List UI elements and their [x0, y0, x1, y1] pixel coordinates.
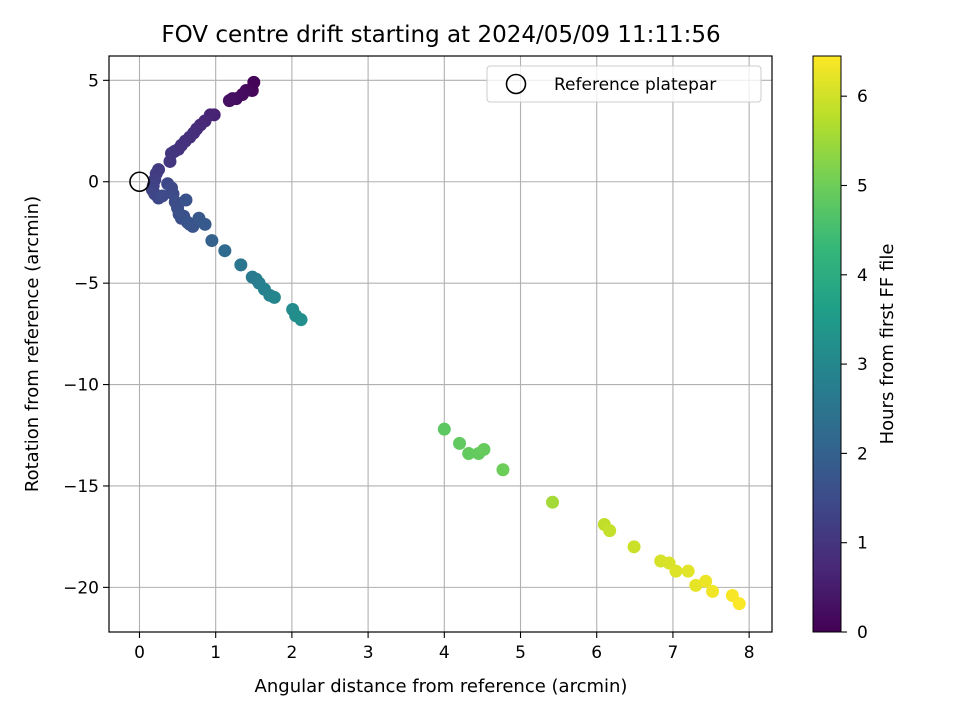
y-axis-label: Rotation from reference (arcmin): [22, 196, 43, 492]
y-tick-label: 0: [88, 173, 99, 193]
colorbar-tick-label: 3: [857, 355, 868, 375]
y-tick-label: −10: [63, 376, 99, 396]
chart-title: FOV centre drift starting at 2024/05/09 …: [161, 22, 720, 48]
y-tick-label: −20: [63, 578, 99, 598]
colorbar-tick-label: 2: [857, 444, 868, 464]
data-point: [681, 564, 695, 578]
x-tick-label: 5: [515, 643, 526, 663]
data-point: [496, 463, 510, 477]
colorbar-tick-label: 5: [857, 176, 868, 196]
data-point: [294, 313, 308, 327]
x-tick-label: 2: [286, 643, 297, 663]
colorbar: 0 1 2 3 4 5 6 Hours from first FF file: [812, 55, 898, 643]
data-point: [198, 217, 212, 231]
legend-box: [486, 65, 762, 103]
data-point: [477, 442, 491, 456]
x-tick-label: 7: [668, 643, 679, 663]
data-point: [669, 564, 683, 578]
reference-platepar-marker: [129, 171, 150, 193]
data-point: [732, 597, 746, 611]
data-point: [699, 574, 713, 588]
reference-marker-layer: [129, 171, 150, 193]
data-point: [437, 422, 451, 436]
y-tick-label: 5: [88, 71, 99, 91]
data-point: [218, 244, 232, 258]
legend-label-reference: Reference platepar: [554, 75, 716, 95]
plot-area-frame: [108, 55, 773, 633]
data-point: [267, 290, 281, 304]
y-axis-ticks: 5 0 −5 −10 −15 −20: [63, 71, 109, 598]
colorbar-tick-label: 6: [857, 87, 868, 107]
data-point: [706, 584, 720, 598]
legend-reference-marker: [505, 73, 527, 95]
data-point: [205, 234, 219, 248]
data-point: [222, 94, 236, 108]
x-axis-label: Angular distance from reference (arcmin): [255, 676, 628, 697]
data-point: [155, 189, 169, 203]
data-point: [462, 447, 476, 461]
colorbar-tick-label: 4: [857, 266, 868, 286]
legend: Reference platepar: [486, 65, 762, 103]
colorbar-gradient: [812, 55, 842, 633]
data-point: [627, 540, 641, 554]
x-axis-ticks: 0 1 2 3 4 5 6 7 8: [134, 632, 755, 663]
data-point: [453, 436, 467, 450]
colorbar-ticks: 0 1 2 3 4 5 6: [841, 87, 868, 643]
data-point: [546, 495, 560, 509]
x-tick-label: 1: [210, 643, 221, 663]
data-point: [689, 578, 703, 592]
y-tick-label: −5: [74, 274, 99, 294]
x-tick-label: 4: [439, 643, 450, 663]
x-tick-label: 8: [744, 643, 755, 663]
x-tick-label: 3: [363, 643, 374, 663]
colorbar-label: Hours from first FF file: [877, 244, 898, 445]
colorbar-tick-label: 0: [857, 623, 868, 643]
x-tick-label: 6: [591, 643, 602, 663]
data-points: [145, 75, 746, 611]
data-point: [179, 193, 193, 207]
y-tick-label: −15: [63, 477, 99, 497]
colorbar-tick-label: 1: [857, 534, 868, 554]
data-point: [234, 258, 248, 272]
data-point: [163, 154, 177, 168]
x-tick-label: 0: [134, 643, 145, 663]
data-point: [603, 524, 617, 538]
grid-lines: [109, 56, 772, 632]
